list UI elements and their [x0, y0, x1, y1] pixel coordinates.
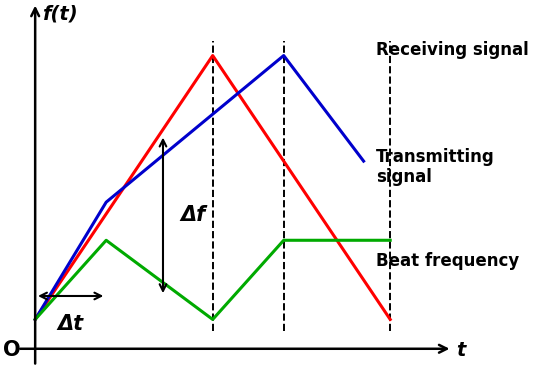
Text: t: t — [456, 341, 465, 360]
Text: Transmitting
signal: Transmitting signal — [376, 148, 495, 186]
Text: Δt: Δt — [58, 314, 84, 334]
Text: O: O — [3, 340, 21, 360]
Text: f(t): f(t) — [42, 4, 78, 23]
Text: Receiving signal: Receiving signal — [376, 41, 529, 59]
Text: Δf: Δf — [181, 206, 206, 225]
Text: Beat frequency: Beat frequency — [376, 252, 519, 270]
